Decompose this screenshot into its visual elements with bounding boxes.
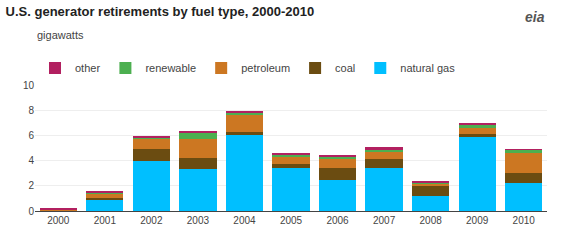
svg-text:2010: 2010 bbox=[513, 215, 536, 226]
svg-text:U.S. generator retirements by: U.S. generator retirements by fuel type,… bbox=[6, 4, 315, 19]
svg-text:2003: 2003 bbox=[187, 215, 210, 226]
svg-text:2007: 2007 bbox=[373, 215, 396, 226]
svg-text:coal: coal bbox=[335, 62, 355, 74]
svg-text:other: other bbox=[75, 62, 100, 74]
svg-text:eia: eia bbox=[525, 9, 545, 25]
svg-text:0: 0 bbox=[28, 206, 34, 217]
svg-text:gigawatts: gigawatts bbox=[37, 29, 84, 41]
svg-text:6: 6 bbox=[28, 130, 34, 141]
svg-text:2001: 2001 bbox=[94, 215, 117, 226]
svg-text:2008: 2008 bbox=[420, 215, 443, 226]
svg-text:2004: 2004 bbox=[233, 215, 256, 226]
svg-text:renewable: renewable bbox=[145, 62, 196, 74]
svg-text:4: 4 bbox=[28, 155, 34, 166]
svg-text:2000: 2000 bbox=[47, 215, 70, 226]
svg-text:8: 8 bbox=[28, 105, 34, 116]
svg-text:natural gas: natural gas bbox=[400, 62, 455, 74]
svg-text:2002: 2002 bbox=[140, 215, 163, 226]
svg-text:2: 2 bbox=[28, 180, 34, 191]
svg-text:10: 10 bbox=[23, 80, 35, 91]
svg-text:petroleum: petroleum bbox=[241, 62, 290, 74]
svg-text:2009: 2009 bbox=[466, 215, 489, 226]
svg-text:2006: 2006 bbox=[326, 215, 349, 226]
svg-text:2005: 2005 bbox=[280, 215, 303, 226]
